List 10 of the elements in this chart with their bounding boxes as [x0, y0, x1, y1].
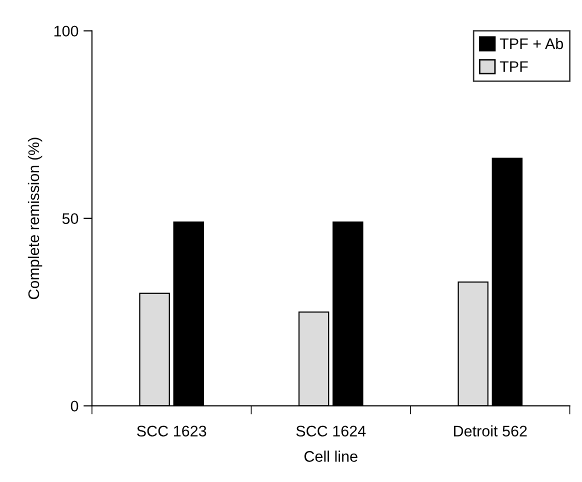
y-tick-label: 50 [62, 213, 78, 224]
x-tick-label: Detroit 562 [454, 425, 527, 437]
y-tick-label: 100 [54, 26, 78, 37]
y-axis-title: Complete remission (%) [28, 138, 42, 300]
legend-label: TPF [500, 61, 528, 72]
y-tick-label: 0 [70, 400, 78, 412]
x-axis-title: Cell line [304, 450, 358, 462]
x-tick-label: SCC 1624 [296, 426, 366, 437]
x-tick-label: SCC 1623 [137, 426, 206, 437]
legend-label: TPF + Ab [500, 38, 564, 50]
